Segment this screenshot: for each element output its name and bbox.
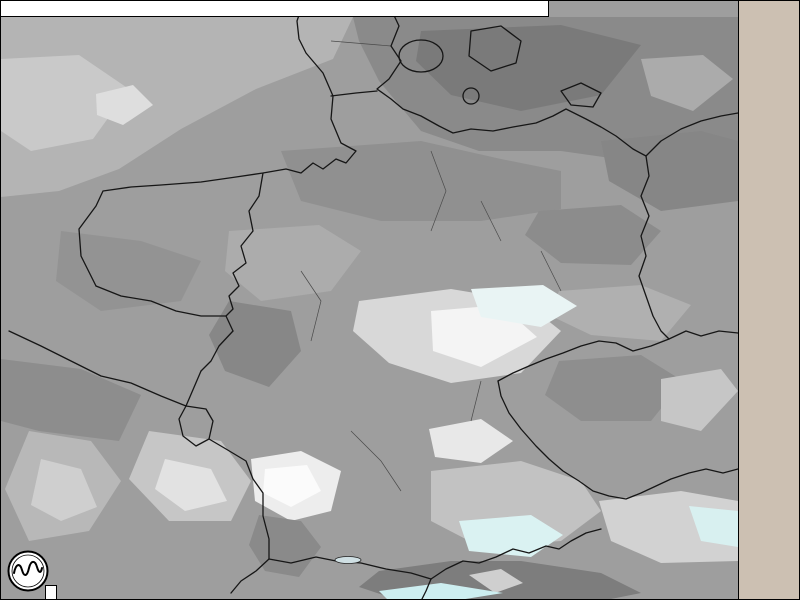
map-canvas[interactable] xyxy=(1,1,738,599)
metmaps-logo xyxy=(7,550,49,592)
title-bar xyxy=(1,1,549,17)
cloud-cover-map-background xyxy=(1,1,738,599)
city-label-layer xyxy=(1,1,738,599)
cloud-cover-legend xyxy=(738,1,800,600)
attribution-bar xyxy=(45,585,57,599)
colorbar xyxy=(739,1,800,600)
logo-m-squiggle xyxy=(13,560,43,576)
